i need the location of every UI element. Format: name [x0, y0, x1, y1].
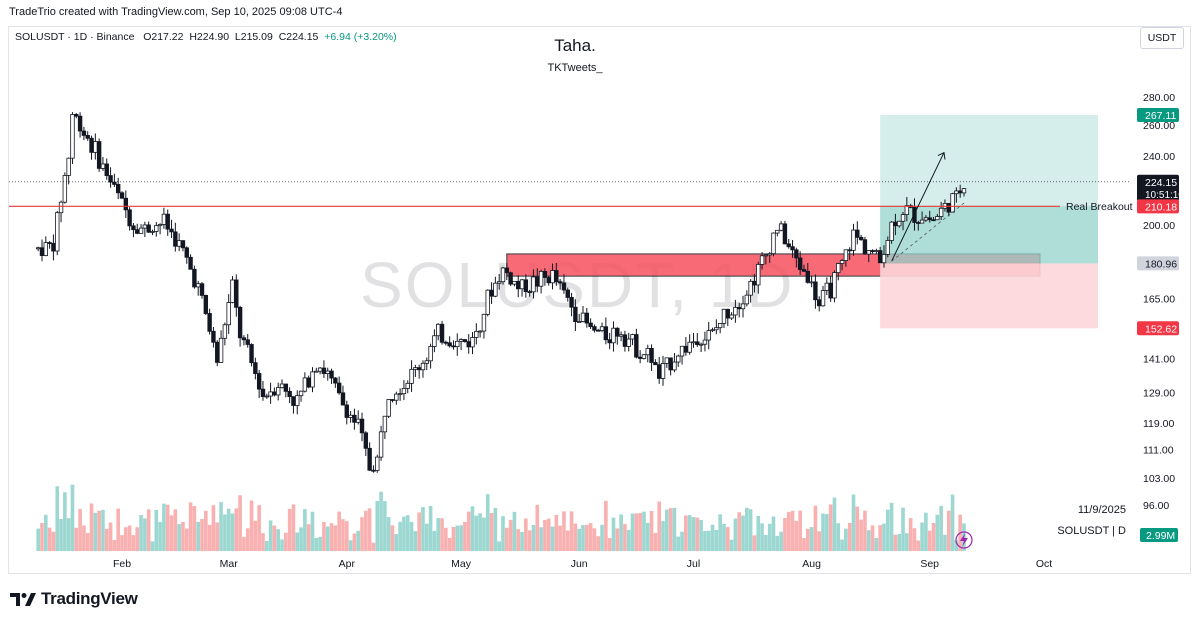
price-change: +6.94 (+3.20%) [324, 31, 397, 43]
author-name: Taha. [554, 36, 596, 55]
symbol-interval: SOLUSDT | D [1057, 525, 1126, 537]
author-handle: TKTweets_ [547, 62, 603, 74]
chart-frame [8, 26, 1191, 574]
ohlc-high: H224.90 [189, 31, 230, 43]
symbol-info: SOLUSDT · 1D · Binance O217.22 H224.90 L… [15, 31, 397, 43]
symbol-name: SOLUSDT · 1D · Binance [15, 31, 135, 43]
symbol-watermark: SOLUSDT, 1D [360, 249, 795, 321]
currency-button[interactable]: USDT [1140, 27, 1184, 49]
tradingview-logo[interactable]: TradingView [10, 589, 138, 609]
tradingview-wordmark: TradingView [41, 589, 138, 608]
chart-caption: TradeTrio created with TradingView.com, … [9, 6, 343, 18]
tradingview-logo-icon [10, 593, 36, 606]
ohlc-open: O217.22 [143, 31, 184, 43]
ohlc-low: L215.09 [234, 31, 273, 43]
ohlc-close: C224.15 [278, 31, 319, 43]
cursor-date: 11/9/2025 [1077, 504, 1126, 516]
